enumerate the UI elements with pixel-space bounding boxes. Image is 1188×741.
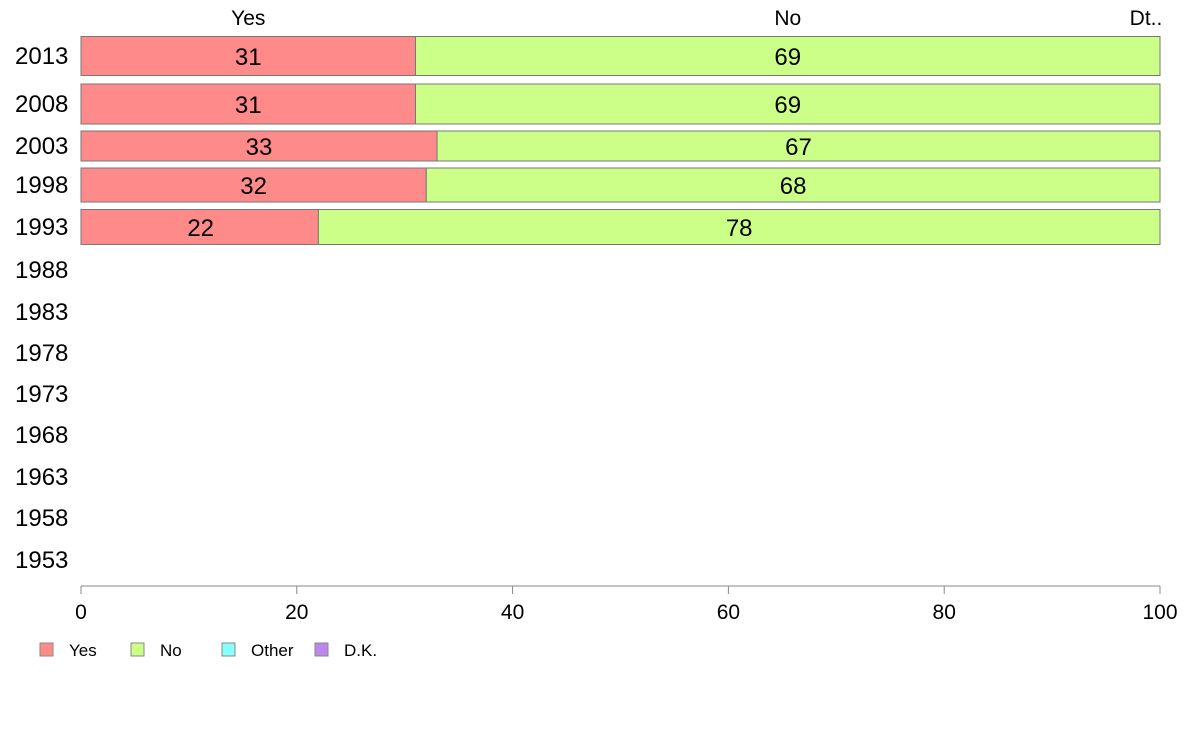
- x-tick-label-0: 0: [75, 601, 87, 624]
- data-label-2008-yes: 31: [235, 92, 262, 119]
- y-tick-label-1988: 1988: [15, 257, 68, 284]
- y-tick-label-1973: 1973: [15, 381, 68, 408]
- y-tick-label-1963: 1963: [15, 464, 68, 491]
- bar-2003-no: [436, 130, 1161, 162]
- data-label-2008-no: 69: [774, 92, 801, 119]
- data-label-2013-yes: 31: [235, 44, 262, 71]
- y-tick-label-1953: 1953: [15, 547, 68, 574]
- data-label-1998-yes: 32: [240, 173, 267, 200]
- data-label-1993-no: 78: [726, 215, 753, 242]
- bar-1993-no: [317, 209, 1161, 245]
- x-tick-label-20: 20: [285, 601, 308, 624]
- top-series-label-1: No: [774, 7, 801, 30]
- legend-label-yes: Yes: [69, 641, 97, 660]
- legend-swatch-d-k: [314, 642, 329, 657]
- data-label-1993-yes: 22: [187, 215, 214, 242]
- y-tick-label-2008: 2008: [15, 91, 68, 118]
- bar-2008-yes: [80, 83, 416, 125]
- top-series-label-0: Yes: [231, 7, 265, 30]
- y-tick-label-1968: 1968: [15, 422, 68, 449]
- bar-2003-yes: [80, 130, 438, 162]
- x-tick-label-60: 60: [717, 601, 740, 624]
- data-label-1998-no: 68: [780, 173, 807, 200]
- legend-swatch-no: [130, 642, 145, 657]
- bar-1998-yes: [80, 167, 427, 203]
- y-tick-label-2013: 2013: [15, 43, 68, 70]
- bar-2008-no: [414, 83, 1161, 125]
- top-series-label-2: Dt..: [1130, 7, 1163, 30]
- legend-label-other: Other: [251, 641, 294, 660]
- bar-1993-yes: [80, 209, 319, 245]
- legend-label-d-k: D.K.: [344, 641, 377, 660]
- x-tick-label-40: 40: [501, 601, 524, 624]
- data-label-2003-yes: 33: [246, 134, 273, 161]
- y-tick-label-1993: 1993: [15, 214, 68, 241]
- y-tick-label-1983: 1983: [15, 299, 68, 326]
- y-tick-label-1998: 1998: [15, 172, 68, 199]
- data-label-2003-no: 67: [785, 134, 812, 161]
- bar-1998-no: [425, 167, 1161, 203]
- bar-2013-yes: [80, 36, 416, 76]
- legend-label-no: No: [160, 641, 182, 660]
- data-label-2013-no: 69: [774, 44, 801, 71]
- legend-swatch-yes: [39, 642, 54, 657]
- y-tick-label-2003: 2003: [15, 133, 68, 160]
- x-tick-label-80: 80: [933, 601, 956, 624]
- y-tick-label-1978: 1978: [15, 340, 68, 367]
- x-tick-label-100: 100: [1142, 601, 1177, 624]
- y-tick-label-1958: 1958: [15, 505, 68, 532]
- legend-swatch-other: [221, 642, 236, 657]
- bar-2013-no: [414, 36, 1161, 76]
